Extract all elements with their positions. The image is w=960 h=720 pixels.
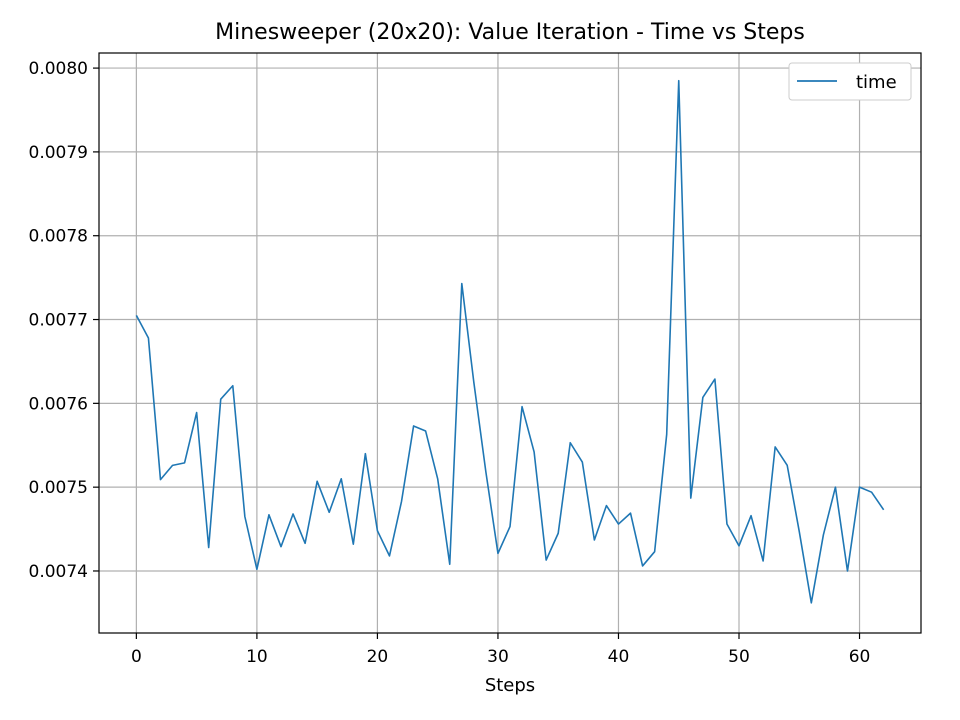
x-tick-label: 50: [728, 647, 750, 667]
x-tick-label: 40: [608, 647, 630, 667]
x-tick-label: 60: [849, 647, 871, 667]
y-tick-label: 0.0079: [29, 143, 88, 163]
grid: [99, 53, 921, 633]
y-tick-label: 0.0077: [29, 311, 88, 331]
legend-box: [788, 62, 912, 101]
y-tick-label: 0.0078: [29, 227, 88, 247]
x-tick-label: 20: [367, 647, 389, 667]
y-axis-ticks: 0.0074 0.0075 0.0076 0.0077 0.0078 0.0079 0.00…: [29, 59, 99, 582]
plot-area-frame: [98, 52, 922, 634]
x-tick-label: 10: [246, 647, 268, 667]
legend-label-time: time: [856, 72, 897, 93]
x-axis-ticks: 0 10 20 30 40 50 60: [131, 633, 870, 667]
x-axis-label: Steps: [485, 675, 535, 696]
y-tick-label: 0.0076: [29, 394, 88, 414]
y-tick-label: 0.0074: [29, 562, 88, 582]
legend: time: [788, 62, 912, 101]
series-line-time: [135, 79, 885, 604]
series-layer: [135, 79, 885, 604]
y-tick-label: 0.0080: [29, 59, 88, 79]
x-tick-label: 30: [487, 647, 509, 667]
y-tick-label: 0.0075: [29, 478, 88, 498]
x-tick-label: 0: [131, 647, 142, 667]
chart-title: Minesweeper (20x20): Value Iteration - T…: [215, 20, 805, 45]
